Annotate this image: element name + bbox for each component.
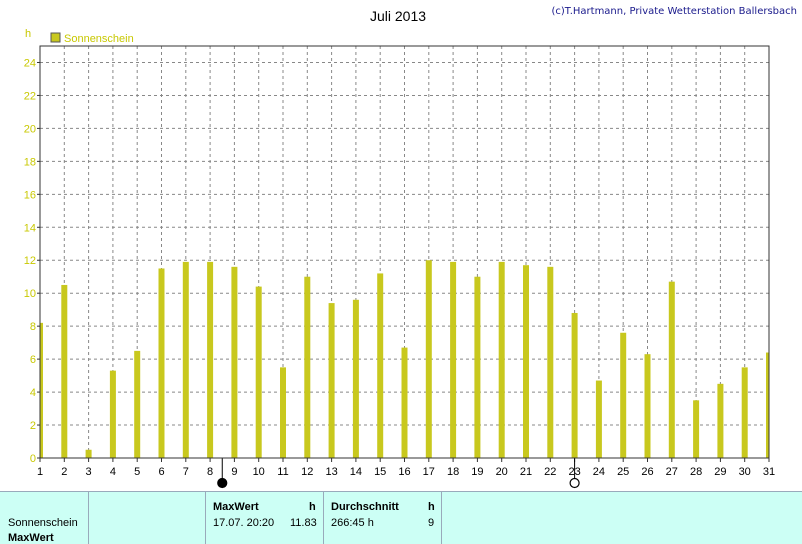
x-tick-label: 31 xyxy=(763,466,775,478)
x-tick-label: 20 xyxy=(496,466,508,478)
x-tick-label: 6 xyxy=(158,466,164,478)
y-tick-label: 24 xyxy=(24,57,36,69)
row-label-sunshine: Sonnenschein xyxy=(8,517,78,529)
bar-day-4 xyxy=(109,370,116,458)
legend: Sonnenschein xyxy=(50,32,134,45)
bar-day-24 xyxy=(595,380,602,458)
stats-empty-cell xyxy=(441,492,802,544)
x-tick-label: 24 xyxy=(593,466,605,478)
chart-title: Juli 2013 xyxy=(370,8,426,24)
bar-day-23 xyxy=(571,312,578,458)
x-tick-label: 30 xyxy=(739,466,751,478)
x-tick-label: 17 xyxy=(423,466,435,478)
legend-swatch xyxy=(50,32,61,43)
y-tick-label: 4 xyxy=(30,387,36,399)
bar-day-31 xyxy=(766,352,769,458)
bar-day-22 xyxy=(547,266,554,458)
y-tick-label: 12 xyxy=(24,255,36,267)
x-tick-label: 19 xyxy=(471,466,483,478)
y-tick-label: 18 xyxy=(24,156,36,168)
sunshine-chart: Juli 2013 (c)T.Hartmann, Private Wetters… xyxy=(24,6,797,489)
y-tick-label: 10 xyxy=(24,288,36,300)
stats-spacer-cell xyxy=(88,492,206,544)
x-tick-label: 16 xyxy=(398,466,410,478)
x-tick-label: 4 xyxy=(110,466,116,478)
bar-day-12 xyxy=(304,276,311,458)
bar-day-27 xyxy=(668,281,675,458)
y-tick-label: 16 xyxy=(24,189,36,201)
bar-day-30 xyxy=(741,367,748,458)
y-tick-label: 14 xyxy=(24,222,36,234)
bar-day-25 xyxy=(620,332,627,458)
bar-day-7 xyxy=(182,261,189,458)
y-axis-unit: h xyxy=(25,28,31,40)
x-tick-label: 1 xyxy=(37,466,43,478)
bar-day-21 xyxy=(523,265,529,458)
x-tick-label: 26 xyxy=(641,466,653,478)
x-tick-label: 11 xyxy=(277,466,288,478)
avg-total: 266:45 h xyxy=(331,517,374,529)
max-date: 17.07. 20:20 xyxy=(213,517,275,529)
bar-day-9 xyxy=(231,266,238,458)
avg-header: Durchschnitt xyxy=(331,501,399,513)
x-tick-label: 13 xyxy=(325,466,337,478)
max-value: 11.83 xyxy=(290,517,317,529)
legend-label: Sonnenschein xyxy=(64,33,134,45)
bar-day-14 xyxy=(352,299,359,458)
x-tick-label: 9 xyxy=(231,466,237,478)
bar-day-19 xyxy=(474,276,481,458)
y-tick-label: 2 xyxy=(30,420,36,432)
x-tick-label: 22 xyxy=(544,466,556,478)
plot-frame xyxy=(39,45,770,459)
bar-day-17 xyxy=(425,260,432,458)
bar-day-29 xyxy=(717,383,724,458)
y-tick-label: 6 xyxy=(30,354,36,366)
x-tick-label: 14 xyxy=(350,466,362,478)
bar-day-18 xyxy=(450,261,457,458)
x-tick-label: 8 xyxy=(207,466,213,478)
max-unit: h xyxy=(309,501,316,513)
y-tick-label: 8 xyxy=(30,321,36,333)
full-moon-icon xyxy=(217,477,228,489)
x-tick-label: 10 xyxy=(253,466,265,478)
max-cell: MaxWert h 17.07. 20:20 11.83 xyxy=(205,492,324,544)
x-tick-label: 12 xyxy=(301,466,313,478)
bar-day-26 xyxy=(644,354,651,458)
x-tick-label: 18 xyxy=(447,466,459,478)
x-tick-label: 15 xyxy=(374,466,386,478)
stats-table: Sonnenschein MaxWert MaxWert h 17.07. 20… xyxy=(0,491,802,544)
bar-day-10 xyxy=(255,286,262,458)
avg-unit: h xyxy=(428,501,435,513)
x-tick-label: 3 xyxy=(86,466,92,478)
bar-day-3 xyxy=(85,449,92,458)
bar-day-5 xyxy=(134,350,141,458)
y-tick-label: 20 xyxy=(24,123,36,135)
row-label-maxwert: MaxWert xyxy=(8,532,54,544)
avg-value: 9 xyxy=(428,517,435,529)
new-moon-icon xyxy=(569,477,580,489)
x-tick-label: 21 xyxy=(520,466,532,478)
x-tick-label: 28 xyxy=(690,466,702,478)
y-tick-label: 0 xyxy=(30,453,36,465)
x-tick-label: 27 xyxy=(666,466,678,478)
bar-day-11 xyxy=(280,367,286,458)
bar-day-16 xyxy=(401,347,408,458)
x-tick-label: 5 xyxy=(134,466,140,478)
bar-day-28 xyxy=(693,400,700,458)
x-tick-label: 2 xyxy=(61,466,67,478)
bar-day-8 xyxy=(207,261,214,458)
bar-day-2 xyxy=(61,284,68,458)
bar-day-20 xyxy=(498,261,505,458)
credit-text: (c)T.Hartmann, Private Wetterstation Bal… xyxy=(551,6,797,17)
x-tick-label: 25 xyxy=(617,466,629,478)
bar-day-13 xyxy=(328,303,335,458)
bar-day-15 xyxy=(377,273,384,458)
x-tick-label: 29 xyxy=(714,466,726,478)
max-header: MaxWert xyxy=(213,501,259,513)
bar-day-1 xyxy=(40,322,43,458)
x-tick-label: 7 xyxy=(183,466,189,478)
y-tick-label: 22 xyxy=(24,90,36,102)
avg-cell: Durchschnitt h 266:45 h 9 xyxy=(323,492,442,544)
bar-day-6 xyxy=(158,268,165,458)
